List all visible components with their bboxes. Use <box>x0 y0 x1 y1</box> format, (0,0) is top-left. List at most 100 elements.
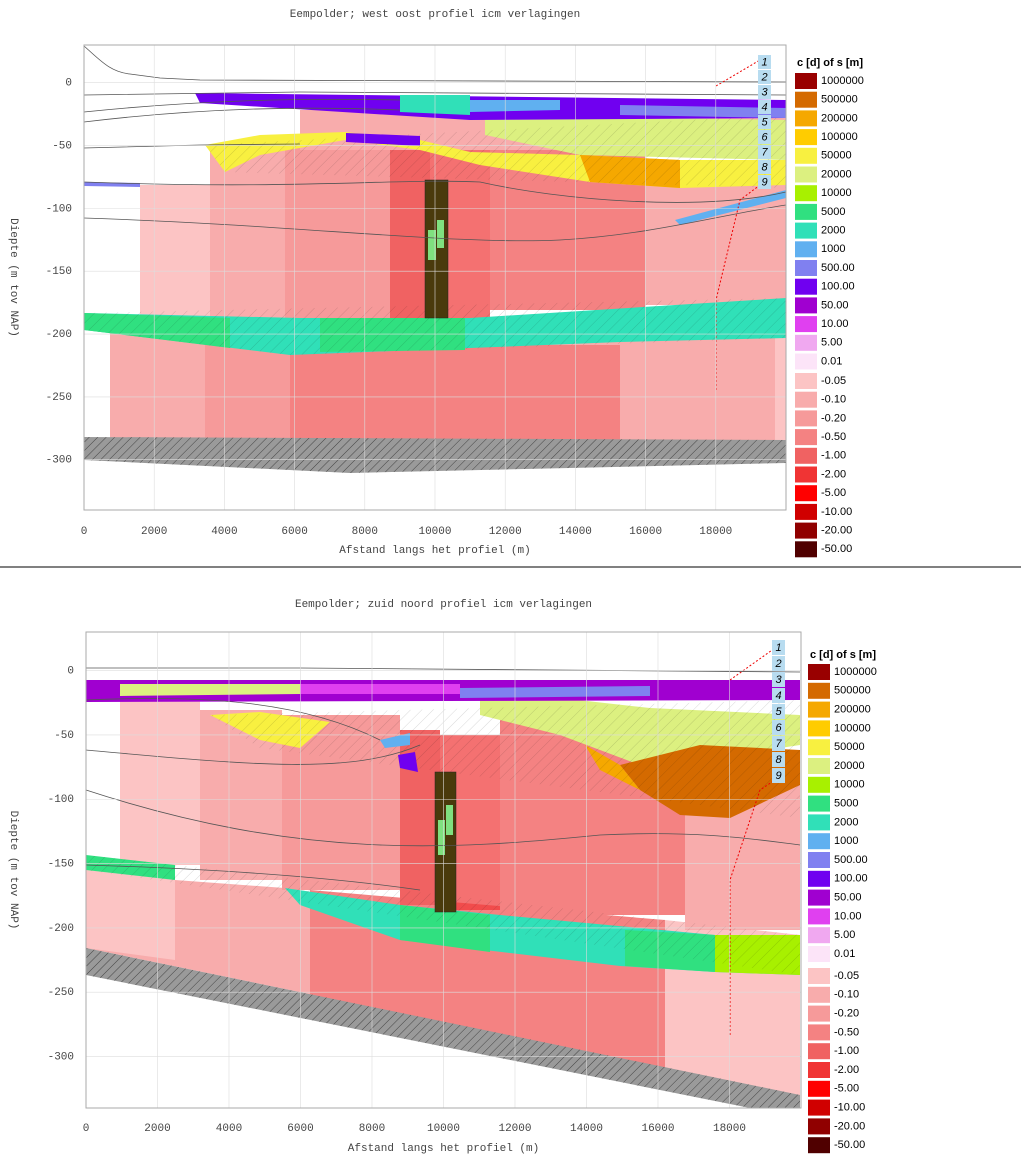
legend-swatch <box>808 1100 830 1116</box>
legend-swatch <box>808 814 830 830</box>
legend-swatch <box>795 204 817 220</box>
legend-swatch <box>795 148 817 164</box>
y-tick-label: -50 <box>52 140 72 152</box>
y-axis-label: Diepte (m tov NAP) <box>7 218 19 337</box>
layer-label: 4 <box>775 690 781 702</box>
legend-label: 100.00 <box>834 873 868 885</box>
legend-swatch <box>795 504 817 520</box>
legend-label: -50.00 <box>834 1139 865 1151</box>
x-tick-label: 6000 <box>281 526 307 538</box>
legend-label: 20000 <box>834 760 865 772</box>
legend-label: -1.00 <box>834 1045 859 1057</box>
legend-swatch <box>808 1024 830 1040</box>
legend-swatch <box>795 223 817 239</box>
legend-swatch <box>808 739 830 755</box>
legend-label: -20.00 <box>834 1120 865 1132</box>
layer-label: 4 <box>761 101 767 113</box>
x-tick-label: 2000 <box>144 1123 170 1135</box>
y-tick-label: -50 <box>54 730 74 742</box>
x-tick-label: 8000 <box>359 1123 385 1135</box>
x-tick-label: 0 <box>83 1123 90 1135</box>
legend-label: 0.01 <box>821 355 842 367</box>
legend-label: -0.05 <box>834 970 859 982</box>
legend-swatch <box>795 485 817 501</box>
profile-geology <box>86 648 800 1108</box>
layer-label: 9 <box>775 770 781 782</box>
x-tick-label: 0 <box>81 526 88 538</box>
legend-label: 500000 <box>821 94 858 106</box>
legend-swatch <box>795 297 817 313</box>
legend-label: -1.00 <box>821 450 846 462</box>
legend-swatch <box>808 833 830 849</box>
y-tick-label: -150 <box>46 266 72 278</box>
legend-swatch <box>795 373 817 389</box>
legend-label: 200000 <box>821 112 858 124</box>
x-tick-label: 16000 <box>641 1123 674 1135</box>
legend-label: 100000 <box>821 131 858 143</box>
legend-swatch <box>795 410 817 426</box>
legend-swatch <box>808 758 830 774</box>
legend-swatch <box>795 335 817 351</box>
legend-label: -5.00 <box>834 1083 859 1095</box>
legend-swatch <box>808 927 830 943</box>
legend-label: 1000 <box>834 835 858 847</box>
legend-label: 50.00 <box>834 892 862 904</box>
x-tick-label: 10000 <box>427 1123 460 1135</box>
legend-label: 100000 <box>834 722 871 734</box>
legend-label: -10.00 <box>834 1102 865 1114</box>
legend-title: c [d] of s [m] <box>810 649 876 661</box>
legend-label: 1000000 <box>834 666 877 678</box>
y-tick-label: -250 <box>48 987 74 999</box>
legend-label: 2000 <box>821 225 845 237</box>
legend-label: 50000 <box>821 150 852 162</box>
x-tick-label: 16000 <box>629 526 662 538</box>
legend-label: 200000 <box>834 704 871 716</box>
layer-label: 7 <box>775 738 782 750</box>
legend-label: 0.01 <box>834 948 855 960</box>
legend-label: 1000 <box>821 243 845 255</box>
legend-swatch <box>795 167 817 183</box>
legend-swatch <box>795 316 817 332</box>
legend-swatch <box>795 73 817 89</box>
layer-label: 6 <box>761 131 768 143</box>
legend-label: -2.00 <box>834 1064 859 1076</box>
y-tick-label: -150 <box>48 858 74 870</box>
legend-label: 2000 <box>834 816 858 828</box>
legend-swatch <box>795 523 817 539</box>
y-tick-label: -200 <box>48 923 74 935</box>
legend-swatch <box>808 1006 830 1022</box>
legend-label: 5000 <box>821 206 845 218</box>
x-tick-label: 18000 <box>713 1123 746 1135</box>
layer-label: 8 <box>761 161 768 173</box>
y-tick-label: -100 <box>46 203 72 215</box>
legend-label: -20.00 <box>821 525 852 537</box>
layer-label: 1 <box>775 642 781 654</box>
legend-swatch <box>808 1062 830 1078</box>
chart-title: Eempolder; west oost profiel icm verlagi… <box>290 9 580 21</box>
legend-label: 50000 <box>834 741 865 753</box>
legend-swatch <box>808 946 830 962</box>
layer-label: 9 <box>761 176 767 188</box>
layer-label: 2 <box>760 71 767 83</box>
y-axis-label: Diepte (m tov NAP) <box>7 811 19 930</box>
legend-label: 10.00 <box>821 318 849 330</box>
legend-swatch <box>808 777 830 793</box>
x-tick-label: 8000 <box>352 526 378 538</box>
legend-swatch <box>808 908 830 924</box>
legend-swatch <box>795 448 817 464</box>
legend-swatch <box>795 110 817 126</box>
legend-label: -0.50 <box>821 431 846 443</box>
legend-label: 100.00 <box>821 281 855 293</box>
legend-swatch <box>808 968 830 984</box>
legend-swatch <box>795 279 817 295</box>
y-tick-label: 0 <box>65 78 72 90</box>
x-tick-label: 18000 <box>699 526 732 538</box>
layer-label: 3 <box>761 86 768 98</box>
legend-label: 500.00 <box>834 854 868 866</box>
legend-swatch <box>795 129 817 145</box>
legend-swatch <box>808 720 830 736</box>
layer-label: 3 <box>775 674 782 686</box>
y-tick-label: -300 <box>46 455 72 467</box>
legend-swatch <box>795 467 817 483</box>
layer-label: 8 <box>775 754 782 766</box>
